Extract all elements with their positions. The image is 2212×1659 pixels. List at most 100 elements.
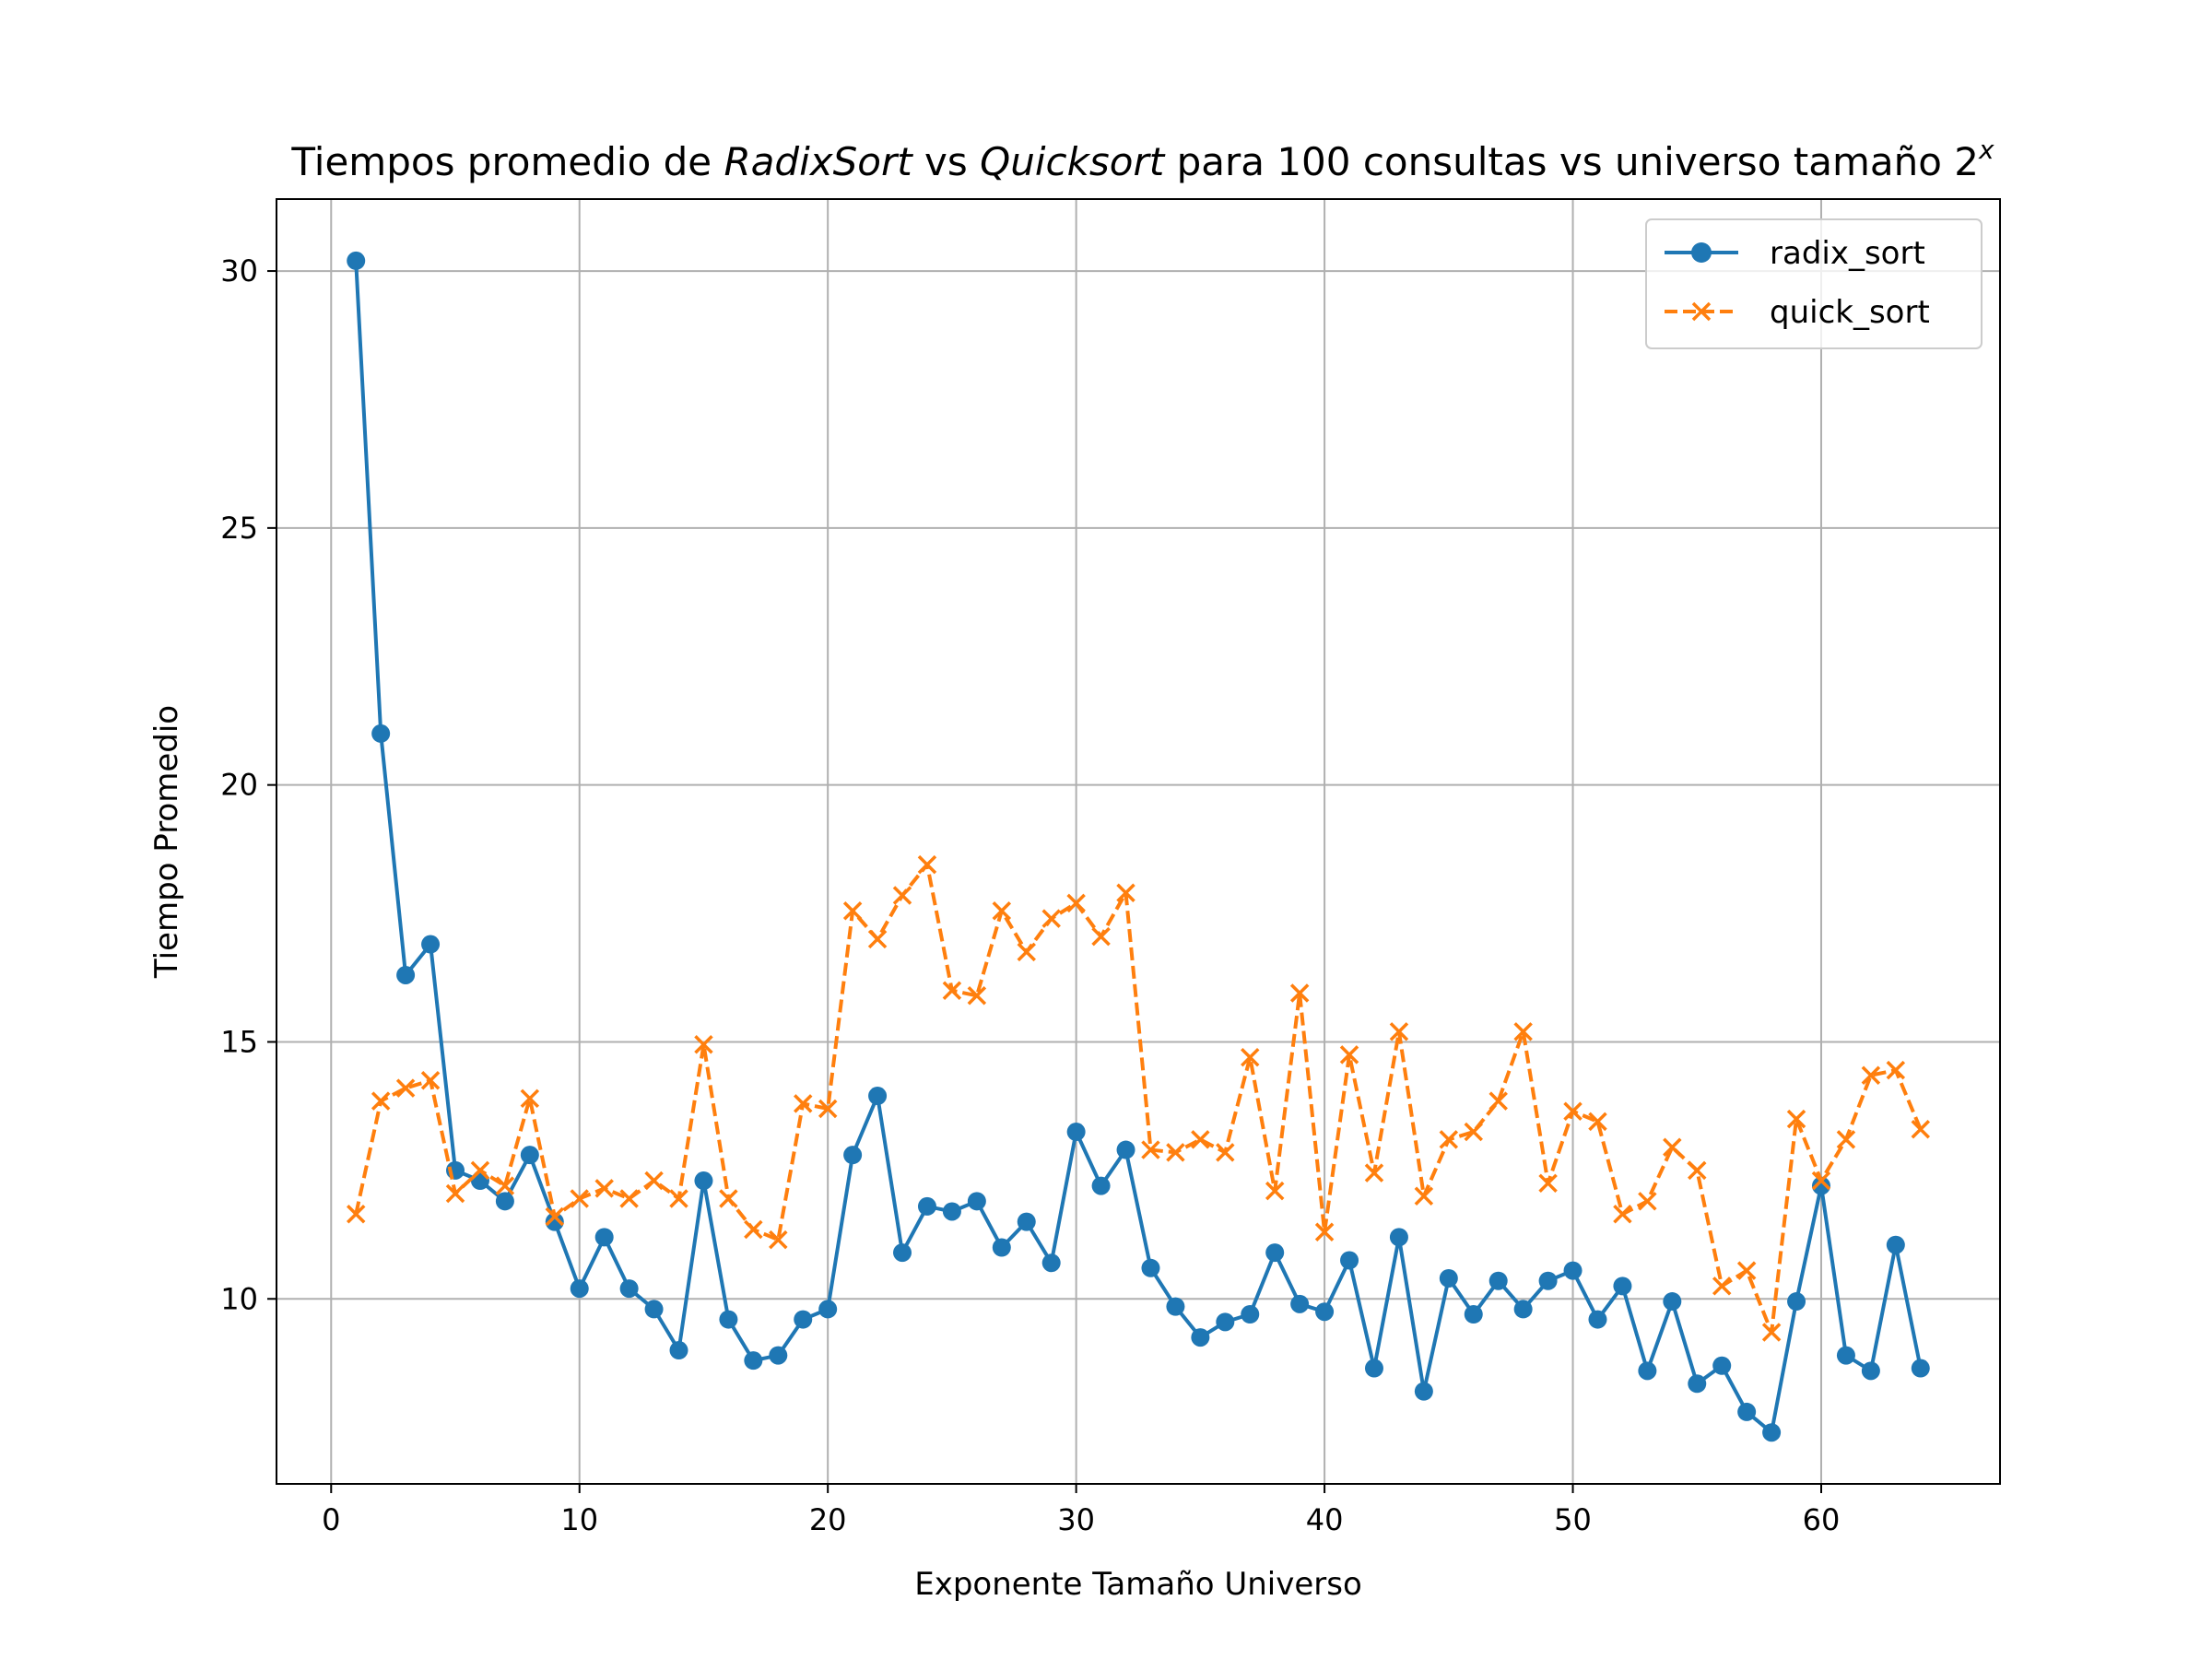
quick_sort-point [1141, 1140, 1160, 1159]
radix_sort-point [1464, 1304, 1483, 1324]
quick_sort-point [619, 1189, 639, 1208]
x-tick-label: 0 [322, 1502, 340, 1537]
quick_sort-point [1638, 1192, 1657, 1211]
radix_sort-point [619, 1279, 639, 1299]
radix_sort-point [470, 1171, 489, 1191]
quick_sort-point [1513, 1022, 1533, 1041]
radix_sort-point [1563, 1261, 1583, 1280]
radix_sort-point [1787, 1292, 1806, 1312]
legend-radix-label: radix_sort [1770, 235, 1925, 272]
quick_sort-point [917, 854, 937, 875]
radix_sort-point [694, 1171, 713, 1191]
quick_sort-point [420, 1071, 441, 1090]
radix_sort-point [371, 724, 391, 743]
radix_sort-point [1488, 1271, 1508, 1290]
quick_sort-point [346, 1205, 366, 1224]
radix_sort-point [1141, 1258, 1160, 1277]
quick_sort-point [1811, 1171, 1831, 1191]
y-tick-label: 15 [220, 1024, 258, 1059]
radix_sort-point [1340, 1251, 1359, 1270]
radix_sort-point [843, 1146, 863, 1165]
radix_sort-point [1663, 1292, 1682, 1312]
quick_sort-point [1017, 942, 1036, 962]
radix_sort-point [719, 1310, 738, 1329]
radix_sort-point [347, 251, 366, 270]
quick_sort-point [842, 901, 863, 921]
legend: radix_sort quick_sort [1645, 218, 1983, 349]
legend-quick-marker [1691, 301, 1712, 322]
quick_sort-point [1265, 1181, 1285, 1201]
radix_sort-point [396, 965, 416, 984]
radix_sort-point [893, 1243, 912, 1263]
radix_sort-point [1688, 1374, 1707, 1394]
radix_sort-point [1762, 1423, 1782, 1442]
quick_sort-point [1439, 1130, 1459, 1149]
quick_sort-point [942, 981, 962, 1000]
quick_sort-point [1538, 1173, 1558, 1194]
radix_sort-point [1265, 1243, 1285, 1263]
quick_sort-point [1712, 1277, 1732, 1296]
radix_sort-point [1414, 1382, 1433, 1401]
radix_sort-point [1389, 1228, 1408, 1247]
radix_sort-point [1041, 1253, 1061, 1273]
quick_sort-point [1414, 1186, 1434, 1206]
x-tick-label: 30 [1057, 1502, 1095, 1537]
radix_sort-point [1513, 1300, 1533, 1319]
quick_sort-point [1116, 883, 1135, 902]
radix_sort-point [1588, 1310, 1607, 1329]
radix_sort-point [669, 1341, 688, 1360]
radix_sort-point [942, 1202, 961, 1221]
y-axis-label: Tiempo Promedio [148, 705, 185, 979]
quick_sort-point [992, 901, 1012, 921]
quick_sort-point [1488, 1091, 1508, 1111]
quick_sort-point [1191, 1130, 1210, 1149]
radix_sort-point [520, 1146, 539, 1165]
radix_sort-point [1861, 1361, 1880, 1381]
radix_sort-point [1836, 1346, 1855, 1365]
quick_sort-point [1886, 1060, 1906, 1080]
quick_sort-point [1736, 1261, 1757, 1280]
quick_sort-point [1364, 1163, 1384, 1182]
quick_sort-point [395, 1078, 416, 1098]
radix_sort-point [495, 1192, 514, 1211]
quick_sort-point [1041, 909, 1061, 928]
quick_sort-point [892, 886, 912, 905]
radix_sort-point [1191, 1328, 1210, 1347]
quick_sort-point [1166, 1143, 1185, 1162]
radix_sort-point [1216, 1312, 1235, 1332]
radix_sort-point [1116, 1140, 1135, 1159]
quick_sort-point [1091, 926, 1111, 947]
radix_sort-line [354, 260, 1923, 1435]
quick_sort-point [794, 1094, 813, 1113]
quick_sort-point [867, 929, 888, 949]
y-tick-label: 10 [220, 1281, 258, 1316]
radix_sort-point [1811, 1176, 1830, 1195]
quick_sort-point [1389, 1022, 1409, 1041]
radix_sort-point [1638, 1361, 1657, 1381]
quick_sort-point [1241, 1047, 1260, 1067]
quick_sort-point [445, 1183, 465, 1204]
quick_sort-point [1314, 1222, 1335, 1242]
radix_sort-point [1886, 1235, 1905, 1254]
radix_sort-point [1241, 1304, 1260, 1324]
radix_sort-point [1613, 1277, 1632, 1296]
quick_sort-point [1786, 1109, 1806, 1129]
radix_sort-point [794, 1310, 813, 1329]
y-tick-label: 30 [220, 253, 258, 288]
radix_sort-point [967, 1192, 986, 1211]
radix_sort-point [744, 1351, 763, 1371]
legend-quick-label: quick_sort [1770, 294, 1930, 331]
quick_sort-point [1688, 1160, 1707, 1181]
radix_sort-point [1911, 1359, 1930, 1378]
radix_sort-point [1737, 1402, 1757, 1421]
quick_sort-point [520, 1088, 540, 1109]
quick_sort-point [744, 1219, 763, 1240]
x-axis-label: Exponente Tamaño Universo [914, 1566, 1362, 1603]
radix_sort-point [570, 1279, 589, 1299]
x-tick-label: 40 [1306, 1502, 1344, 1537]
quick_sort-point [1663, 1137, 1682, 1158]
series-radix_sort [347, 251, 1930, 1442]
quick_sort-point [1464, 1122, 1483, 1142]
radix_sort-point [1166, 1297, 1185, 1316]
quick_sort-point [769, 1230, 788, 1250]
